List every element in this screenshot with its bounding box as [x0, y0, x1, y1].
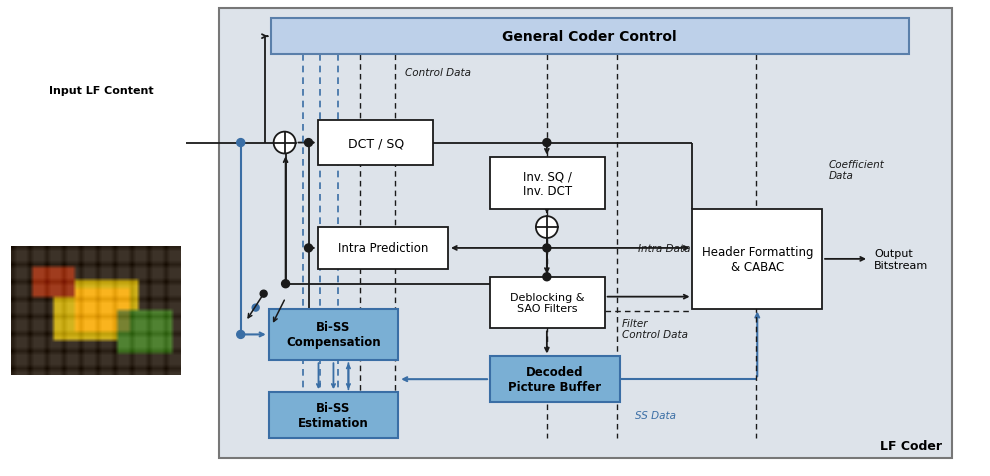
Circle shape	[543, 273, 550, 281]
Bar	[692, 210, 822, 309]
Text: DCT / SQ: DCT / SQ	[347, 137, 404, 150]
Bar	[490, 158, 605, 210]
Text: Control Data: Control Data	[405, 68, 471, 78]
Circle shape	[273, 132, 296, 154]
Text: SS Data: SS Data	[635, 410, 675, 420]
Circle shape	[543, 139, 550, 147]
Bar	[268, 309, 398, 360]
Circle shape	[237, 331, 245, 339]
Circle shape	[281, 280, 290, 288]
Circle shape	[260, 290, 267, 298]
Circle shape	[305, 139, 313, 147]
Bar	[319, 120, 434, 166]
Text: Bi-SS
Compensation: Bi-SS Compensation	[286, 321, 381, 349]
Bar	[268, 392, 398, 438]
Text: Inv. SQ /
Inv. DCT: Inv. SQ / Inv. DCT	[523, 170, 572, 198]
Text: Bi-SS
Estimation: Bi-SS Estimation	[298, 401, 369, 429]
Circle shape	[536, 217, 557, 238]
Circle shape	[252, 305, 259, 311]
Text: Input LF Content: Input LF Content	[49, 86, 153, 96]
Bar	[219, 10, 951, 458]
Bar	[270, 19, 909, 55]
Bar	[319, 228, 448, 269]
Circle shape	[237, 139, 245, 147]
Text: Output
Bitstream: Output Bitstream	[874, 248, 929, 270]
Bar	[490, 357, 620, 402]
Circle shape	[305, 245, 313, 252]
Text: Decoded
Picture Buffer: Decoded Picture Buffer	[508, 366, 601, 393]
Text: Deblocking &
SAO Filters: Deblocking & SAO Filters	[510, 292, 585, 314]
Circle shape	[543, 245, 550, 252]
Text: Intra Prediction: Intra Prediction	[339, 242, 429, 255]
Text: Header Formatting
& CABAC: Header Formatting & CABAC	[702, 245, 813, 273]
Text: Filter
Control Data: Filter Control Data	[622, 318, 688, 339]
Text: General Coder Control: General Coder Control	[502, 30, 677, 44]
Text: LF Coder: LF Coder	[880, 439, 941, 452]
Text: Intra Data: Intra Data	[638, 243, 690, 253]
Text: Coefficient
Data: Coefficient Data	[829, 159, 885, 181]
Bar	[490, 277, 605, 329]
